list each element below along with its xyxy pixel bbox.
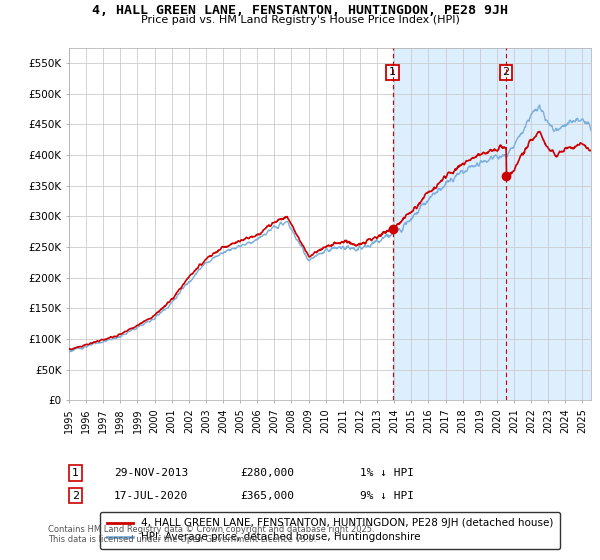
Text: £365,000: £365,000 bbox=[240, 491, 294, 501]
Text: Contains HM Land Registry data © Crown copyright and database right 2025.
This d: Contains HM Land Registry data © Crown c… bbox=[48, 525, 374, 544]
Text: 29-NOV-2013: 29-NOV-2013 bbox=[114, 468, 188, 478]
Text: Price paid vs. HM Land Registry's House Price Index (HPI): Price paid vs. HM Land Registry's House … bbox=[140, 15, 460, 25]
Text: 1: 1 bbox=[72, 468, 79, 478]
Bar bbox=[506, 48, 591, 400]
Text: 1% ↓ HPI: 1% ↓ HPI bbox=[360, 468, 414, 478]
Text: 17-JUL-2020: 17-JUL-2020 bbox=[114, 491, 188, 501]
Text: 2: 2 bbox=[72, 491, 79, 501]
Bar bbox=[392, 48, 506, 400]
Text: £280,000: £280,000 bbox=[240, 468, 294, 478]
Text: 9% ↓ HPI: 9% ↓ HPI bbox=[360, 491, 414, 501]
Legend: 4, HALL GREEN LANE, FENSTANTON, HUNTINGDON, PE28 9JH (detached house), HPI: Aver: 4, HALL GREEN LANE, FENSTANTON, HUNTINGD… bbox=[100, 512, 560, 549]
Text: 4, HALL GREEN LANE, FENSTANTON, HUNTINGDON, PE28 9JH: 4, HALL GREEN LANE, FENSTANTON, HUNTINGD… bbox=[92, 4, 508, 17]
Text: 1: 1 bbox=[389, 67, 396, 77]
Text: 2: 2 bbox=[503, 67, 509, 77]
